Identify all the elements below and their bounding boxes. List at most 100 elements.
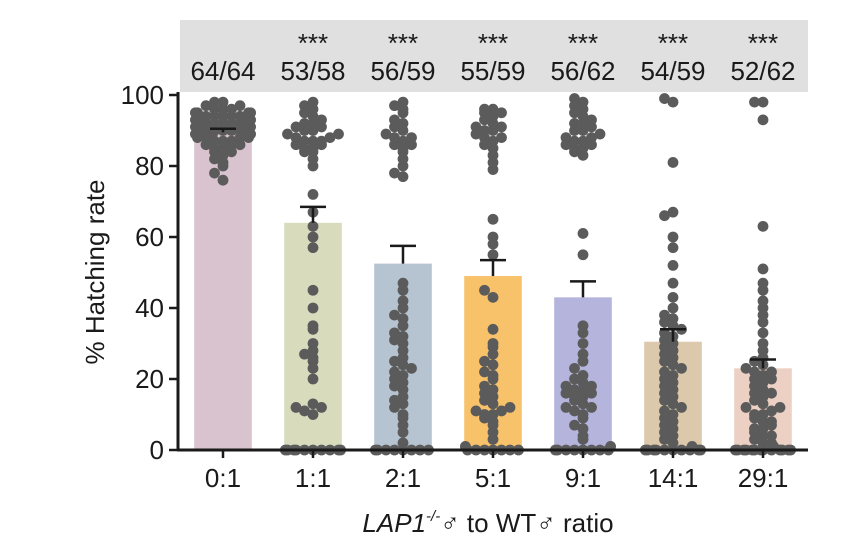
- data-point: [766, 387, 777, 399]
- data-point: [290, 402, 302, 413]
- count-label: 55/59: [460, 56, 525, 86]
- y-tick-label: 60: [135, 222, 164, 252]
- data-point: [307, 242, 319, 254]
- data-point: [667, 313, 679, 325]
- data-point: [757, 277, 769, 289]
- data-point: [560, 402, 572, 413]
- data-point: [757, 220, 769, 232]
- data-point: [560, 380, 572, 392]
- data-point: [487, 370, 499, 381]
- data-point: [749, 366, 760, 378]
- data-point: [577, 348, 589, 360]
- data-point: [282, 128, 293, 140]
- data-point: [487, 231, 499, 243]
- data-point: [299, 405, 310, 417]
- data-point: [307, 189, 319, 200]
- data-point: [190, 107, 201, 119]
- data-point: [389, 309, 400, 321]
- y-axis-label: % Hatching rate: [80, 180, 110, 365]
- data-point: [316, 135, 327, 147]
- data-point: [299, 118, 310, 129]
- data-point: [479, 103, 490, 115]
- data-point: [406, 132, 417, 144]
- significance-label: ***: [658, 28, 688, 58]
- data-point: [479, 355, 490, 367]
- data-point: [569, 118, 580, 129]
- data-point: [496, 107, 507, 119]
- y-tick-label: 80: [135, 151, 164, 181]
- data-point: [757, 295, 769, 307]
- data-point: [586, 402, 597, 413]
- data-point: [307, 302, 319, 314]
- data-point: [380, 128, 392, 140]
- data-point: [676, 362, 687, 374]
- x-tick-label: 5:1: [475, 463, 511, 493]
- data-point: [659, 366, 670, 378]
- data-point: [487, 135, 499, 147]
- y-tick-label: 0: [150, 435, 164, 465]
- data-point: [740, 362, 752, 374]
- data-point: [749, 423, 760, 435]
- data-point: [667, 291, 679, 303]
- data-point: [667, 409, 679, 420]
- data-point: [397, 370, 409, 381]
- data-point: [389, 394, 400, 406]
- data-point: [217, 174, 229, 186]
- x-axis-label-rest: ♂ to WT♂ ratio: [440, 508, 613, 538]
- data-point: [757, 114, 769, 126]
- data-point: [487, 323, 499, 335]
- data-point: [659, 405, 670, 417]
- data-point: [234, 110, 246, 122]
- data-point: [667, 96, 679, 108]
- data-point: [487, 409, 499, 420]
- data-point: [586, 132, 597, 144]
- data-point: [397, 135, 409, 147]
- x-axis-label: LAP1-/-♂ to WT♂ ratio: [362, 508, 613, 538]
- data-point: [470, 121, 482, 133]
- data-point: [749, 96, 760, 108]
- data-point: [299, 100, 310, 112]
- data-point: [397, 96, 409, 108]
- data-point: [757, 263, 769, 275]
- x-tick-label: 29:1: [738, 463, 789, 493]
- data-point: [389, 114, 400, 126]
- data-point: [226, 135, 237, 147]
- data-point: [577, 96, 589, 108]
- data-point: [757, 327, 769, 339]
- data-point: [389, 167, 400, 179]
- data-point: [307, 96, 319, 108]
- points-layer: [190, 93, 796, 456]
- data-point: [569, 419, 580, 431]
- data-point: [397, 118, 409, 129]
- data-point: [667, 206, 679, 218]
- data-point: [479, 125, 490, 136]
- data-point: [397, 409, 409, 420]
- data-point: [667, 260, 679, 271]
- data-point: [577, 370, 589, 381]
- data-point: [487, 338, 499, 349]
- data-point: [667, 277, 679, 289]
- data-point: [316, 402, 327, 413]
- data-point: [200, 100, 212, 112]
- data-point: [577, 338, 589, 349]
- data-point: [496, 405, 507, 417]
- data-point: [307, 338, 319, 349]
- data-point: [245, 107, 256, 119]
- data-point: [397, 171, 409, 183]
- data-point: [307, 284, 319, 296]
- data-point: [397, 277, 409, 289]
- data-point: [487, 384, 499, 396]
- x-tick-label: 1:1: [295, 463, 331, 493]
- data-point: [397, 295, 409, 307]
- data-point: [577, 249, 589, 261]
- axes-layer: [169, 92, 808, 458]
- data-point: [479, 366, 490, 378]
- data-point: [757, 338, 769, 349]
- y-tick-label: 20: [135, 364, 164, 394]
- data-point: [487, 291, 499, 303]
- count-label: 54/59: [640, 56, 705, 86]
- data-point: [307, 231, 319, 243]
- data-point: [217, 135, 229, 147]
- data-point: [667, 370, 679, 381]
- data-point: [659, 309, 670, 321]
